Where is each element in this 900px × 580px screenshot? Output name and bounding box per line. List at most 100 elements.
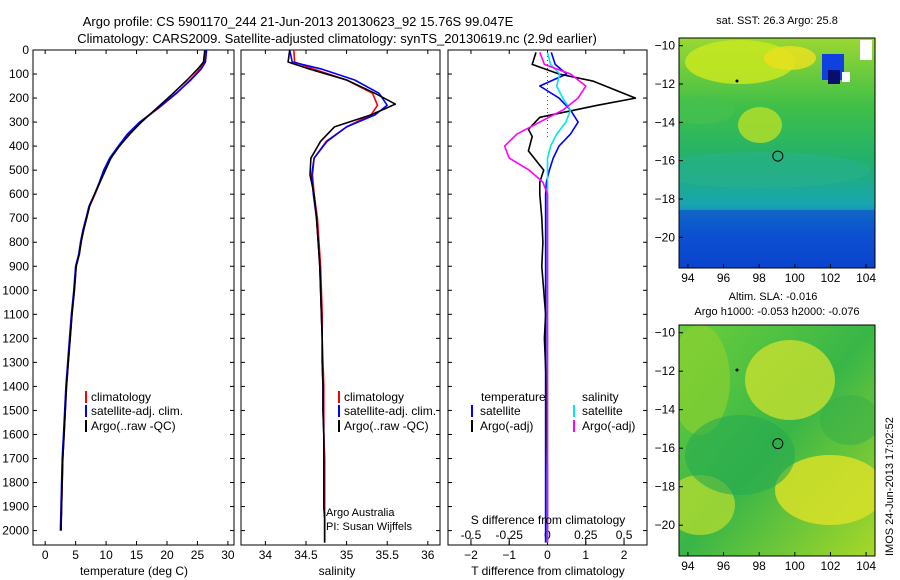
argo-position-marker bbox=[772, 150, 784, 162]
lon-tick-label: 94 bbox=[681, 271, 695, 285]
x-tick-label: 15 bbox=[130, 548, 144, 562]
series-line-argo-raw-qc- bbox=[287, 49, 397, 543]
legend-label-t-argo: Argo(-adj) bbox=[480, 419, 533, 433]
legend-label-climatology: climatology bbox=[91, 390, 151, 404]
sst-warm-patch bbox=[764, 46, 816, 70]
sla-map-title: Altim. SLA: -0.016 bbox=[729, 291, 818, 303]
top-tick-label: -0.25 bbox=[496, 528, 524, 542]
sst-warm-patch bbox=[738, 107, 782, 143]
top-tick-label: -0.5 bbox=[461, 528, 482, 542]
temperature-axes-box bbox=[32, 49, 235, 546]
sst-y-ticks: −10 −12 −14 −16 −18 −20 bbox=[655, 39, 683, 244]
title-line-1: Argo profile: CS 5901170_244 21-Jun-2013… bbox=[83, 14, 514, 29]
sst-x-ticks: 94 96 98 100 102 104 bbox=[681, 264, 876, 285]
salinity-panel: 34 34.5 35 35.5 36 salinity climatology sate… bbox=[240, 49, 441, 578]
legend-header-salinity: salinity bbox=[582, 390, 619, 404]
depth-tick-label: 300 bbox=[9, 115, 29, 129]
top-tick-label: 0.25 bbox=[574, 528, 598, 542]
lat-tick-label: −10 bbox=[655, 39, 676, 53]
lat-tick-label: −12 bbox=[655, 364, 676, 378]
depth-tick-label: 900 bbox=[9, 259, 29, 273]
lat-tick-label: −20 bbox=[655, 518, 676, 532]
depth-tick-label: 800 bbox=[9, 235, 29, 249]
lat-tick-label: −18 bbox=[655, 480, 676, 494]
x-tick-label: 5 bbox=[72, 548, 79, 562]
footer-stamp: IMOS 24-Jun-2013 17:02:52 bbox=[884, 417, 896, 556]
sst-cool-patch bbox=[679, 96, 735, 124]
depth-tick-label: 200 bbox=[9, 91, 29, 105]
difference-legend: temperature salinity satellite Argo(-adj… bbox=[471, 390, 635, 433]
x-tick-label: 30 bbox=[221, 548, 235, 562]
sla-map-frame bbox=[678, 324, 876, 557]
sla-heatmap bbox=[679, 325, 875, 556]
sla-map-subtitle: Argo h1000: -0.053 h2000: -0.076 bbox=[694, 306, 859, 318]
top-tick-label: 0.5 bbox=[616, 528, 633, 542]
lat-tick-label: −12 bbox=[655, 77, 676, 91]
sst-map-title: sat. SST: 26.3 Argo: 25.8 bbox=[716, 15, 838, 27]
salinity-x-ticks: 34 34.5 35 35.5 36 bbox=[259, 50, 435, 562]
sla-high-patch bbox=[775, 455, 875, 525]
depth-tick-label: 1600 bbox=[2, 427, 29, 441]
depth-tick-label: 700 bbox=[9, 211, 29, 225]
x-tick-label: 36 bbox=[421, 548, 435, 562]
salinity-legend: climatology satellite-adj. clim. Argo(..… bbox=[338, 390, 436, 433]
legend-header-temperature: temperature bbox=[481, 390, 546, 404]
argo-track-dot bbox=[735, 368, 739, 372]
lon-tick-label: 102 bbox=[820, 559, 840, 573]
depth-tick-label: 100 bbox=[9, 67, 29, 81]
x-tick-label: −1 bbox=[502, 548, 516, 562]
series-line-argo-raw-qc- bbox=[60, 49, 206, 531]
difference-x-ticks: −2 −1 0 1 2 bbox=[464, 50, 628, 562]
lat-tick-label: −14 bbox=[655, 403, 676, 417]
lat-tick-label: −14 bbox=[655, 115, 676, 129]
difference-y-ticks bbox=[448, 49, 647, 532]
argo-track-dot bbox=[735, 79, 739, 83]
sst-map-panel: sat. SST: 26.3 Argo: 25.8 −10−12−14−16−1… bbox=[655, 15, 877, 285]
lon-tick-label: 96 bbox=[717, 559, 731, 573]
x-tick-label: 1 bbox=[582, 548, 589, 562]
depth-tick-label: 1300 bbox=[2, 355, 29, 369]
lon-tick-label: 98 bbox=[753, 271, 767, 285]
sla-high-patch bbox=[679, 325, 730, 435]
lon-tick-label: 98 bbox=[753, 559, 767, 573]
lat-tick-label: −20 bbox=[655, 230, 676, 244]
sst-cool-patch bbox=[679, 152, 870, 188]
lon-tick-label: 104 bbox=[856, 271, 876, 285]
sst-map-frame bbox=[678, 37, 876, 269]
x-tick-label: 25 bbox=[191, 548, 205, 562]
lon-tick-label: 102 bbox=[820, 271, 840, 285]
temperature-panel: 0100200300400500600700800900100011001200… bbox=[2, 43, 235, 578]
temperature-lines bbox=[59, 49, 208, 531]
sla-y-ticks: −10 −12 −14 −16 −18 −20 bbox=[655, 326, 683, 532]
lat-tick-label: −10 bbox=[655, 326, 676, 340]
sst-cloud-mask bbox=[842, 72, 850, 82]
x-tick-label: 20 bbox=[160, 548, 174, 562]
series-line-s-argo-adj- bbox=[503, 52, 587, 543]
temperature-legend: climatology satellite-adj. clim. Argo(..… bbox=[85, 390, 183, 433]
legend-label-satellite: satellite-adj. clim. bbox=[344, 404, 436, 418]
lat-tick-label: −16 bbox=[655, 441, 676, 455]
salinity-axes-box bbox=[240, 49, 441, 546]
sst-cold-patch bbox=[828, 70, 840, 84]
x-tick-label: 35.5 bbox=[376, 548, 400, 562]
depth-tick-label: 1500 bbox=[2, 403, 29, 417]
depth-tick-label: 1700 bbox=[2, 451, 29, 465]
sst-heatmap bbox=[679, 38, 875, 268]
lon-tick-label: 100 bbox=[785, 559, 805, 573]
x-tick-label: −2 bbox=[464, 548, 478, 562]
sla-x-ticks: 94 96 98 100 102 104 bbox=[681, 552, 876, 573]
legend-label-t-satellite: satellite bbox=[480, 404, 521, 418]
x-tick-label: 2 bbox=[621, 548, 628, 562]
depth-tick-label: 400 bbox=[9, 139, 29, 153]
x-tick-label: 10 bbox=[99, 548, 113, 562]
lon-tick-label: 96 bbox=[717, 271, 731, 285]
sst-warm-patch bbox=[685, 40, 795, 84]
sst-cloud-mask bbox=[860, 40, 872, 60]
sst-cold-patch bbox=[679, 210, 875, 268]
salinity-x-label: salinity bbox=[319, 564, 356, 578]
sla-map-panel: Altim. SLA: -0.016 Argo h1000: -0.053 h2… bbox=[655, 291, 877, 573]
x-tick-label: 34 bbox=[259, 548, 273, 562]
title-line-2: Climatology: CARS2009. Satellite-adjuste… bbox=[77, 31, 597, 46]
difference-top-axis-label: S difference from climatology bbox=[471, 513, 626, 527]
